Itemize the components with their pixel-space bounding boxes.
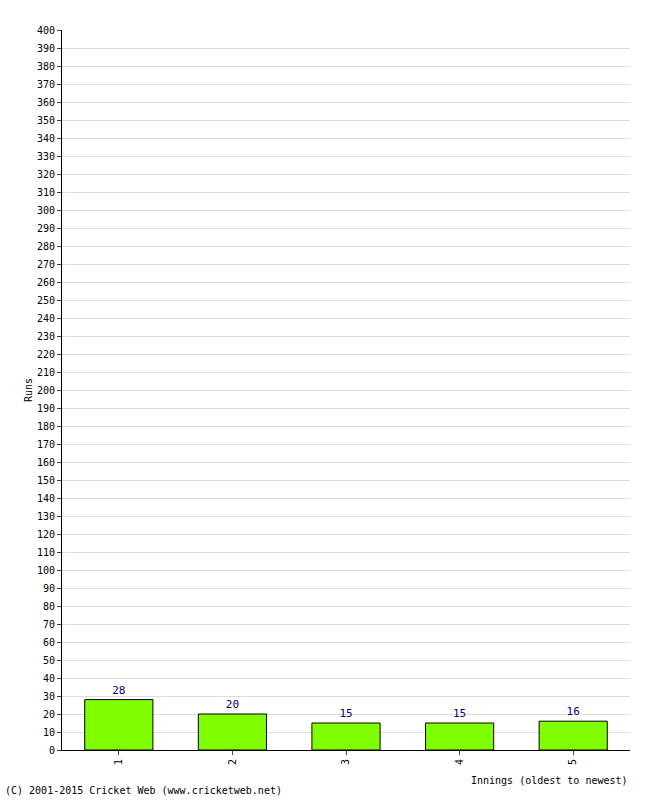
svg-text:200: 200 [37, 385, 55, 396]
svg-text:210: 210 [37, 367, 55, 378]
svg-text:110: 110 [37, 547, 55, 558]
svg-text:120: 120 [37, 529, 55, 540]
svg-text:240: 240 [37, 313, 55, 324]
svg-text:16: 16 [567, 705, 580, 718]
svg-text:2: 2 [227, 759, 238, 765]
svg-text:Innings (oldest to newest): Innings (oldest to newest) [471, 775, 628, 786]
svg-text:5: 5 [567, 759, 578, 765]
svg-text:340: 340 [37, 133, 55, 144]
svg-text:150: 150 [37, 475, 55, 486]
svg-text:260: 260 [37, 277, 55, 288]
svg-text:310: 310 [37, 187, 55, 198]
svg-text:300: 300 [37, 205, 55, 216]
svg-text:50: 50 [43, 655, 55, 666]
svg-text:280: 280 [37, 241, 55, 252]
svg-text:4: 4 [454, 759, 465, 765]
svg-text:160: 160 [37, 457, 55, 468]
svg-text:330: 330 [37, 151, 55, 162]
svg-text:30: 30 [43, 691, 55, 702]
svg-text:180: 180 [37, 421, 55, 432]
svg-text:350: 350 [37, 115, 55, 126]
svg-text:1: 1 [113, 759, 124, 765]
svg-text:3: 3 [340, 759, 351, 765]
svg-text:290: 290 [37, 223, 55, 234]
svg-text:230: 230 [37, 331, 55, 342]
svg-text:100: 100 [37, 565, 55, 576]
svg-text:20: 20 [226, 698, 239, 711]
svg-text:400: 400 [37, 25, 55, 36]
svg-text:(C) 2001-2015 Cricket Web (www: (C) 2001-2015 Cricket Web (www.cricketwe… [5, 785, 282, 796]
svg-text:28: 28 [112, 684, 125, 697]
svg-text:360: 360 [37, 97, 55, 108]
svg-text:320: 320 [37, 169, 55, 180]
svg-text:140: 140 [37, 493, 55, 504]
svg-text:80: 80 [43, 601, 55, 612]
svg-text:390: 390 [37, 43, 55, 54]
svg-text:60: 60 [43, 637, 55, 648]
svg-text:380: 380 [37, 61, 55, 72]
svg-text:15: 15 [453, 707, 466, 720]
svg-text:370: 370 [37, 79, 55, 90]
svg-text:Runs: Runs [23, 378, 34, 402]
svg-text:90: 90 [43, 583, 55, 594]
svg-text:0: 0 [49, 745, 55, 756]
svg-text:40: 40 [43, 673, 55, 684]
svg-text:70: 70 [43, 619, 55, 630]
svg-text:130: 130 [37, 511, 55, 522]
svg-text:250: 250 [37, 295, 55, 306]
svg-text:20: 20 [43, 709, 55, 720]
svg-text:270: 270 [37, 259, 55, 270]
svg-text:170: 170 [37, 439, 55, 450]
svg-text:220: 220 [37, 349, 55, 360]
svg-text:190: 190 [37, 403, 55, 414]
svg-text:15: 15 [339, 707, 352, 720]
svg-text:10: 10 [43, 727, 55, 738]
